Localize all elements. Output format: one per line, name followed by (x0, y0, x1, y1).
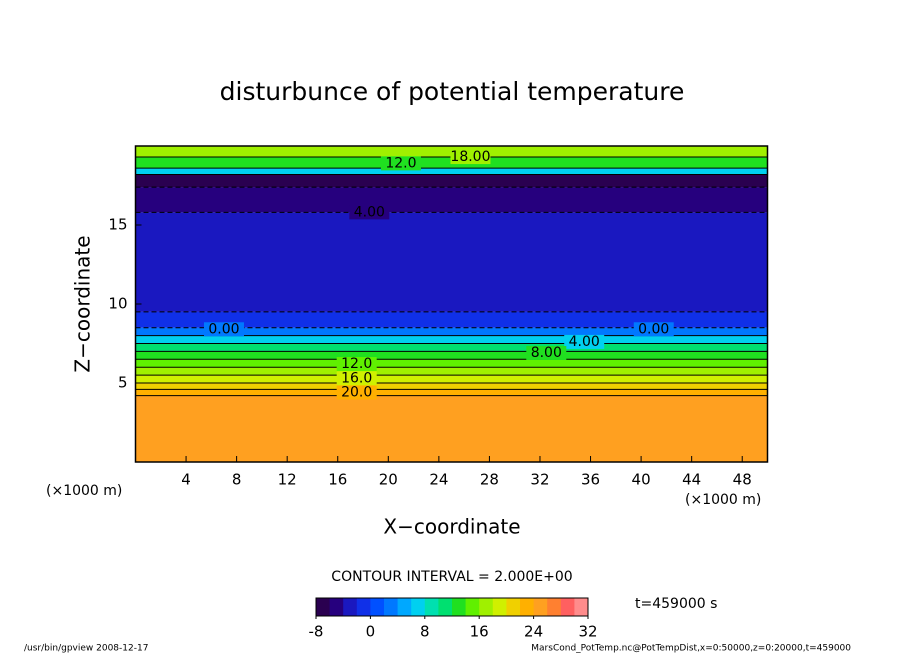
x-tick-label: 48 (733, 471, 752, 489)
colorbar-cell (533, 598, 548, 616)
colorbar-cell (492, 598, 507, 616)
contour-label-bg (633, 322, 674, 337)
x-tick-label: 44 (682, 471, 701, 489)
colorbar-cell (479, 598, 494, 616)
contour-label: 0.00 (208, 321, 239, 337)
contour-label: 0.00 (638, 321, 669, 337)
field-band (135, 174, 768, 188)
colorbar-cell (356, 598, 371, 616)
y-axis-label: Z−coordinate (71, 235, 95, 372)
colorbar-cell (397, 598, 412, 616)
contour-label-bg (336, 357, 377, 372)
x-unit-right: (×1000 m) (685, 492, 761, 508)
colorbar-cell (560, 598, 575, 616)
contour-label: 12.0 (385, 155, 416, 171)
field-band (135, 168, 768, 175)
footer-right: MarsCond_PotTemp.nc@PotTempDist,x=0:5000… (531, 644, 851, 654)
colorbar-frame (315, 597, 589, 617)
field-band (135, 351, 768, 360)
contour-label: 12.0 (341, 356, 372, 372)
y-tick-label: 15 (108, 216, 127, 234)
footer-left: /usr/bin/gpview 2008-12-17 (24, 644, 148, 654)
colorbar-cell (424, 598, 439, 616)
x-unit-left: (×1000 m) (46, 483, 122, 499)
field-band (135, 395, 768, 462)
contour-label: 16.0 (341, 370, 372, 386)
field-band (135, 367, 768, 376)
x-tick-label: 4 (181, 471, 191, 489)
contour-label-bg (336, 371, 377, 386)
contour-label: 4.00 (354, 204, 385, 220)
contour-label-bg (203, 322, 244, 337)
x-tick-label: 36 (581, 471, 600, 489)
x-tick-label: 24 (429, 471, 448, 489)
field-band (135, 212, 768, 312)
contour-label-bg (336, 385, 377, 400)
colorbar-tick-label: 32 (578, 623, 597, 641)
field-band (135, 311, 768, 328)
x-tick-label: 12 (278, 471, 297, 489)
colorbar-cell (384, 598, 399, 616)
colorbar-tick-label: 16 (470, 623, 489, 641)
x-axis-label: X−coordinate (383, 515, 520, 539)
colorbar-tick-label: -8 (309, 623, 324, 641)
contour-interval: CONTOUR INTERVAL = 2.000E+00 (331, 569, 572, 585)
y-tick-label: 10 (108, 295, 127, 313)
x-tick-label: 8 (232, 471, 242, 489)
colorbar-cell (370, 598, 385, 616)
colorbar-cell (465, 598, 480, 616)
y-tick-label: 5 (118, 374, 128, 392)
field-band (135, 389, 768, 396)
colorbar-cell (316, 598, 331, 616)
field-band (135, 359, 768, 368)
colorbar-cell (547, 598, 562, 616)
colorbar-cell (506, 598, 521, 616)
colorbar-tick-label: 0 (366, 623, 376, 641)
contour-label: 20.0 (341, 384, 372, 400)
field-band (135, 343, 768, 352)
x-tick-label: 32 (530, 471, 549, 489)
x-tick-label: 28 (480, 471, 499, 489)
field-band (135, 375, 768, 383)
colorbar-cell (520, 598, 535, 616)
colorbar-cell (452, 598, 467, 616)
field-band (135, 327, 768, 336)
colorbar-cell (574, 598, 589, 616)
colorbar-tick-label: 24 (524, 623, 543, 641)
colorbar-tick-label: 8 (420, 623, 430, 641)
field-band (135, 335, 768, 344)
x-tick-label: 40 (632, 471, 651, 489)
colorbar-cell (411, 598, 426, 616)
colorbar-cell (438, 598, 453, 616)
contour-label: 18.00 (450, 149, 490, 165)
contour-label-bg (526, 345, 567, 360)
contour-label-bg (349, 205, 390, 220)
colorbar-cell (343, 598, 358, 616)
field-band (135, 383, 768, 390)
contour-label-bg (450, 150, 491, 165)
contour-label: 8.00 (531, 345, 562, 361)
colorbar-cell (329, 598, 344, 616)
time-label: t=459000 s (635, 596, 717, 612)
contour-label: 4.00 (569, 334, 600, 350)
x-tick-label: 16 (328, 471, 347, 489)
contour-label-bg (564, 334, 605, 349)
x-tick-label: 20 (379, 471, 398, 489)
field-band (135, 187, 768, 213)
chart-title: disturbunce of potential temperature (220, 77, 685, 106)
contour-label-bg (380, 156, 421, 171)
